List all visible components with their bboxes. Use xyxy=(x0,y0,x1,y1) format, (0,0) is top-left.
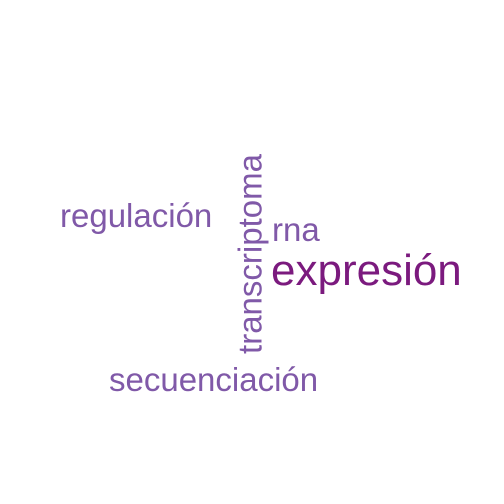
word-regulacion: regulación xyxy=(60,197,213,234)
word-transcriptoma: transcriptoma xyxy=(231,154,269,354)
word-secuenciacion: secuenciación xyxy=(109,361,319,398)
word-expresion: expresión xyxy=(271,246,462,295)
word-rna: rna xyxy=(272,211,320,248)
